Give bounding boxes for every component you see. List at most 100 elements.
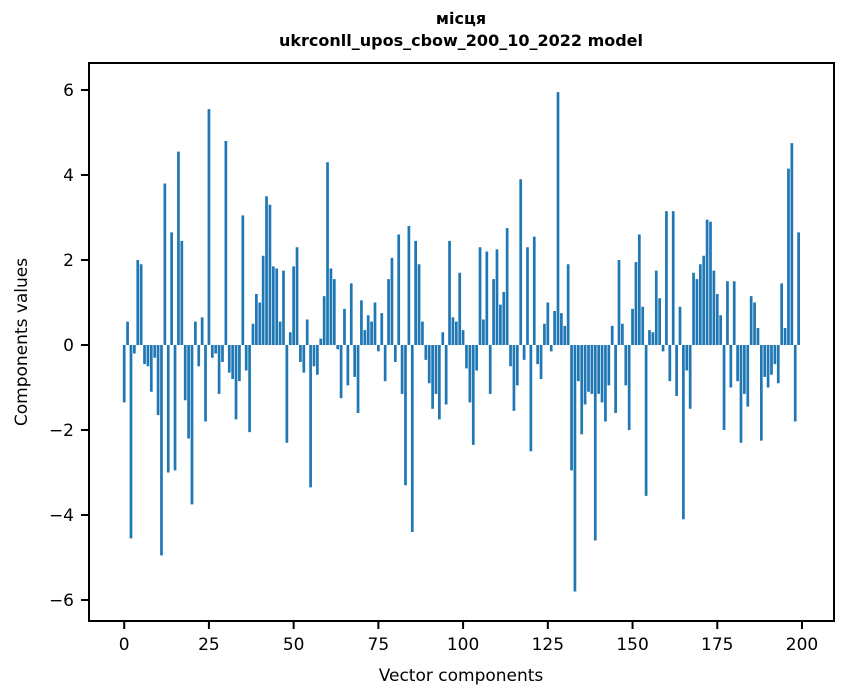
bar — [221, 345, 224, 362]
bar — [560, 313, 563, 346]
bar — [519, 179, 523, 345]
bar — [427, 345, 431, 384]
bar — [444, 345, 448, 405]
bar — [346, 345, 350, 386]
bar — [729, 345, 733, 388]
bar — [458, 272, 462, 345]
bar — [617, 260, 621, 345]
bar — [668, 345, 672, 382]
plot-area — [89, 63, 834, 621]
bar — [299, 345, 302, 362]
bar — [790, 143, 794, 346]
bar — [736, 345, 739, 382]
bar — [231, 345, 234, 379]
bar — [732, 281, 736, 345]
bar — [380, 313, 384, 346]
bar — [387, 279, 390, 346]
bar — [766, 345, 770, 388]
x-tick-label: 50 — [283, 635, 305, 655]
bar — [682, 345, 685, 520]
bar — [194, 321, 197, 346]
bar — [166, 345, 170, 473]
bar — [702, 255, 706, 345]
bar — [471, 345, 475, 445]
bar — [685, 345, 689, 371]
bar — [698, 264, 702, 345]
bar — [522, 345, 526, 360]
bar — [238, 345, 241, 382]
bar — [197, 345, 201, 367]
bar — [207, 109, 211, 346]
bar — [688, 345, 692, 409]
bar — [424, 345, 428, 360]
x-tick-label: 150 — [616, 635, 648, 655]
bar — [715, 294, 719, 345]
axes-frame — [88, 62, 835, 622]
bar — [776, 345, 780, 384]
bar — [509, 345, 512, 367]
bar — [709, 221, 712, 345]
bar — [600, 345, 604, 403]
bar — [431, 345, 434, 409]
bar — [658, 298, 662, 345]
bar — [627, 345, 631, 430]
bar — [783, 328, 787, 345]
bar — [204, 345, 207, 422]
y-tick-label: 2 — [63, 251, 74, 271]
bar — [468, 345, 472, 403]
bar — [739, 345, 743, 443]
bar — [339, 345, 343, 399]
bar — [251, 323, 255, 345]
y-axis-ticks: 6 4 2 0 −2 −4 −6 — [49, 81, 89, 611]
bar — [593, 345, 597, 541]
x-tick-label: 25 — [198, 635, 220, 655]
bar — [797, 232, 800, 346]
bar — [163, 183, 167, 345]
bar — [529, 345, 533, 452]
bar — [621, 323, 624, 345]
bar — [780, 283, 784, 346]
bar — [712, 270, 716, 346]
bar — [356, 345, 360, 413]
x-tick-label: 125 — [532, 635, 564, 655]
bar — [343, 308, 346, 346]
bar — [404, 345, 407, 486]
bar — [695, 279, 699, 346]
bar — [160, 345, 163, 556]
bar — [336, 345, 340, 350]
bar — [349, 283, 353, 346]
bar — [234, 345, 238, 420]
bar — [536, 345, 540, 365]
bar — [505, 228, 509, 346]
bar — [258, 302, 262, 345]
bar — [326, 162, 329, 345]
bars-group — [122, 92, 800, 592]
bar — [651, 332, 655, 345]
bar — [282, 270, 285, 346]
bar — [570, 345, 573, 471]
bar — [241, 215, 245, 346]
bar — [153, 345, 157, 358]
bar — [393, 345, 397, 362]
x-tick-label: 175 — [701, 635, 733, 655]
x-axis-ticks: 0 25 50 75 100 125 150 175 200 — [119, 621, 818, 655]
bar — [502, 291, 506, 346]
bar — [587, 345, 590, 392]
bar — [288, 332, 292, 345]
bar — [451, 317, 455, 346]
bar — [210, 345, 214, 358]
y-tick-label: −4 — [49, 506, 74, 526]
bar — [526, 247, 529, 345]
y-axis-label: Components values — [12, 258, 32, 426]
bar — [634, 262, 638, 346]
bar — [139, 264, 143, 345]
bar — [353, 345, 357, 377]
bar — [417, 264, 421, 345]
bar — [146, 345, 150, 367]
bar — [461, 330, 465, 345]
x-tick-label: 200 — [786, 635, 818, 655]
bar — [414, 240, 418, 346]
bar — [224, 141, 228, 345]
bar — [434, 345, 438, 394]
bar — [583, 345, 587, 405]
